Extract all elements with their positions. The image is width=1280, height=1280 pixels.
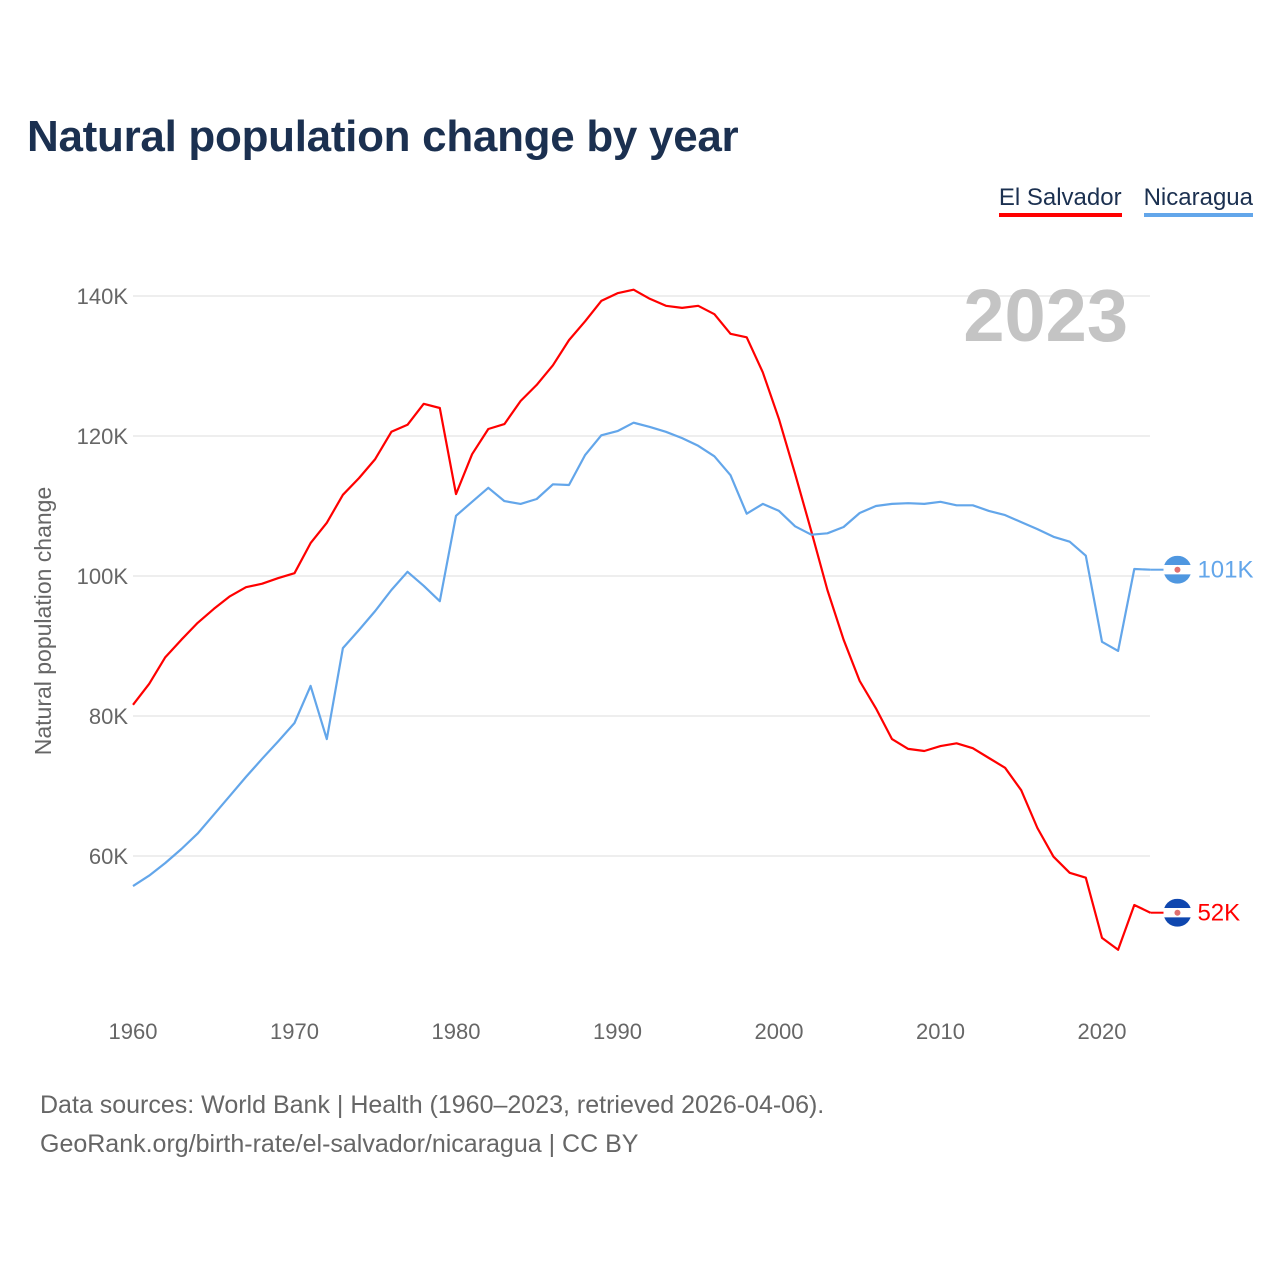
y-axis-label: Natural population change <box>30 487 56 756</box>
data-source-text: Data sources: World Bank | Health (1960–… <box>40 1091 825 1119</box>
flag-stripe-top <box>1163 555 1192 566</box>
x-tick-label: 2010 <box>916 1019 965 1044</box>
x-tick-label: 2020 <box>1078 1019 1127 1044</box>
attribution-link[interactable]: GeoRank.org/birth-rate/el-salvador/nicar… <box>40 1130 639 1158</box>
x-tick-label: 1980 <box>432 1019 481 1044</box>
y-tick-label: 120K <box>77 424 129 449</box>
flag-stripe-bottom <box>1163 574 1192 584</box>
legend-item-nicaragua[interactable]: Nicaragua <box>1143 184 1253 217</box>
legend-item-el-salvador[interactable]: El Salvador <box>998 184 1122 217</box>
footer: Data sources: World Bank | Health (1960–… <box>40 1086 824 1164</box>
x-tick-label: 1970 <box>270 1019 319 1044</box>
y-tick-label: 140K <box>77 284 129 309</box>
y-tick-label: 80K <box>89 704 128 729</box>
legend: El Salvador Nicaragua <box>998 184 1253 217</box>
end-value-label: 101K <box>1197 557 1253 584</box>
flag-stripe-top <box>1163 898 1192 909</box>
nicaragua-flag-icon <box>1163 555 1192 584</box>
y-tick-label: 100K <box>77 564 129 589</box>
end-value-label: 52K <box>1197 900 1240 927</box>
el-salvador-flag-icon <box>1163 898 1192 927</box>
series-line-nicaragua <box>132 421 1151 888</box>
flag-emblem <box>1174 566 1181 573</box>
flag-stripe-bottom <box>1163 917 1192 927</box>
chart-title: Natural population change by year <box>27 112 739 161</box>
flag-emblem <box>1174 909 1181 916</box>
x-tick-label: 1960 <box>109 1019 158 1044</box>
year-watermark: 2023 <box>963 274 1128 357</box>
series-line-el-salvador <box>132 288 1151 951</box>
x-tick-label: 2000 <box>755 1019 804 1044</box>
x-tick-label: 1990 <box>593 1019 642 1044</box>
y-tick-label: 60K <box>89 844 128 869</box>
